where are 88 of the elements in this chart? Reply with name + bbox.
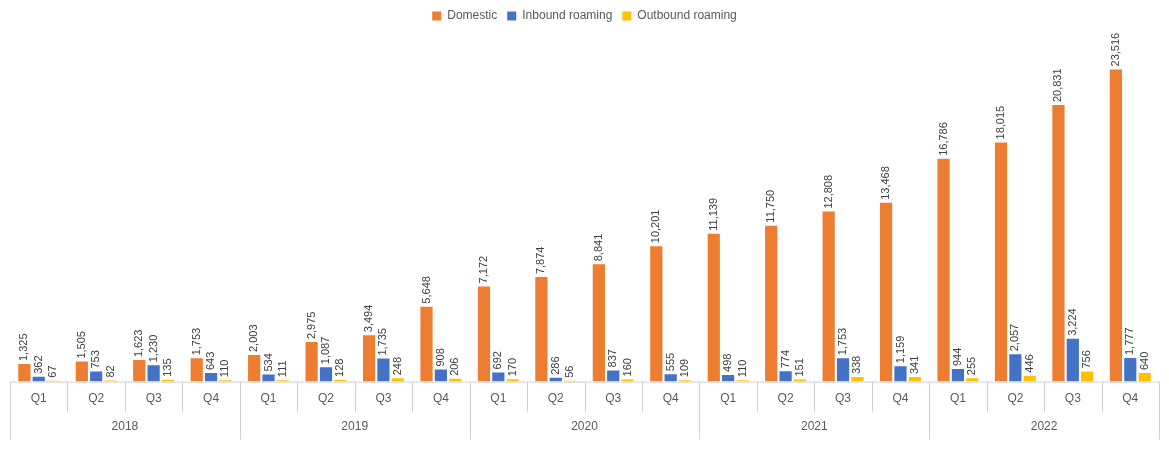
x-tick-label: Q3: [1064, 391, 1082, 406]
data-label: 67: [46, 365, 59, 378]
data-label: 5,648: [419, 276, 432, 304]
data-label: 338: [850, 355, 863, 375]
data-label: 11,139: [706, 197, 719, 231]
x-tick-label: Q2: [88, 391, 105, 406]
data-label: 643: [204, 351, 217, 371]
data-label: 908: [433, 348, 446, 367]
data-label: 110: [218, 359, 231, 378]
data-label: 2,975: [304, 311, 317, 340]
data-label: 362: [31, 355, 44, 374]
data-label: 944: [950, 347, 963, 367]
data-label: 11,750: [764, 189, 777, 223]
x-tick-label: Q3: [835, 391, 852, 406]
data-label: 109: [678, 358, 691, 378]
data-label: 111: [275, 360, 288, 378]
data-label: 7,874: [534, 246, 547, 275]
x-tick-label: Q3: [145, 391, 162, 406]
data-label: 128: [333, 358, 346, 377]
data-label: 7,172: [476, 255, 489, 284]
data-label: 20,831: [1051, 68, 1064, 103]
data-label: 10,201: [649, 209, 662, 244]
x-tick-label: Q2: [777, 391, 794, 406]
data-label: 1,735: [376, 328, 389, 356]
data-label: 12,808: [821, 174, 834, 209]
x-tick-label: Q1: [260, 391, 277, 406]
x-tick-label: Q1: [30, 391, 48, 406]
data-label: 1,325: [17, 333, 30, 362]
data-label: 1,753: [189, 327, 202, 356]
text: 2021: [800, 418, 828, 433]
data-label: 534: [261, 353, 274, 372]
data-label: 135: [161, 358, 174, 377]
data-label: 446: [1022, 354, 1035, 373]
data-label: 255: [965, 356, 978, 376]
data-label: 56: [563, 365, 576, 378]
data-label: 110: [735, 359, 748, 378]
data-label: 692: [491, 351, 504, 370]
data-label: 13,468: [879, 166, 892, 200]
x-tick-label: Q4: [432, 391, 450, 406]
data-label: 18,015: [994, 105, 1007, 140]
data-label: 837: [606, 349, 619, 368]
data-label: 151: [792, 358, 805, 377]
x-tick-label: Q3: [375, 391, 392, 406]
data-label: 160: [620, 358, 633, 377]
data-label: 2,003: [247, 324, 260, 353]
data-label: 286: [548, 356, 561, 375]
text: 2022: [1030, 418, 1058, 433]
x-tick-label: Q4: [662, 391, 679, 406]
data-label: 2,057: [1008, 323, 1021, 352]
data-label: 1,087: [319, 336, 332, 365]
x-tick-label: Q2: [1007, 391, 1024, 406]
x-tick-label: Q4: [892, 391, 909, 406]
text: 2018: [111, 418, 139, 433]
data-label: 341: [907, 355, 920, 375]
data-label: 756: [1080, 350, 1093, 369]
text: 2020: [571, 418, 599, 433]
data-label: 1,159: [893, 335, 906, 364]
data-label: 774: [778, 349, 791, 369]
data-label: 1,505: [74, 331, 87, 359]
data-label: 640: [1137, 351, 1150, 371]
data-label: 16,786: [936, 122, 949, 156]
x-tick-label: Q1: [949, 391, 967, 406]
data-label: 1,777: [1123, 327, 1136, 356]
x-tick-label: Q2: [317, 391, 335, 406]
data-label: 1,230: [146, 334, 159, 363]
legend-label: Outbound roaming: [637, 8, 737, 23]
data-label: 82: [103, 365, 116, 378]
x-tick-label: Q4: [203, 391, 220, 406]
data-label: 23,516: [1108, 32, 1121, 67]
data-label: 1,623: [132, 329, 145, 358]
x-tick-label: Q1: [490, 391, 507, 406]
data-label: 753: [89, 350, 102, 369]
x-tick-label: Q1: [720, 391, 737, 406]
data-label: 170: [505, 357, 518, 377]
text: 2019: [341, 418, 369, 433]
data-label: 206: [448, 357, 461, 376]
x-tick-label: Q4: [1122, 391, 1139, 406]
x-tick-label: Q3: [605, 391, 622, 406]
data-label: 498: [721, 353, 734, 372]
data-label: 1,753: [836, 327, 849, 356]
x-tick-label: Q2: [547, 391, 565, 406]
legend-label: Domestic: [447, 8, 498, 23]
data-label: 248: [390, 356, 403, 376]
data-label: 8,841: [591, 233, 604, 262]
data-label: 3,224: [1065, 308, 1078, 336]
data-label: 3,494: [362, 304, 375, 333]
data-label: 555: [663, 352, 676, 372]
legend-label: Inbound roaming: [522, 8, 613, 23]
